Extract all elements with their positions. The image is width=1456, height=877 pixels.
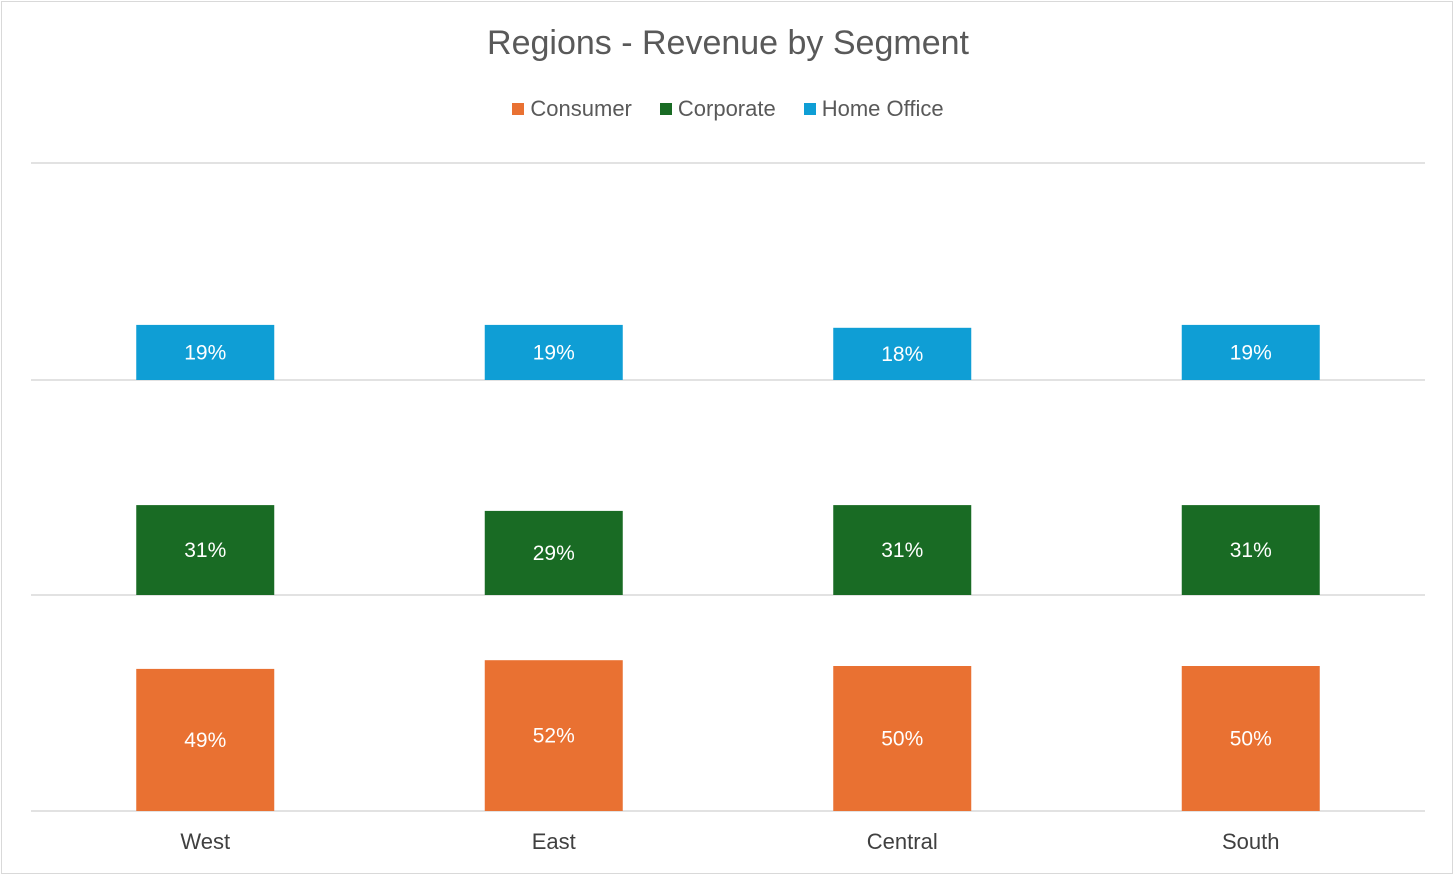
- data-label-home-office-west: 19%: [184, 341, 226, 364]
- bar-home-office-south[interactable]: [1181, 324, 1320, 380]
- legend-swatch-corporate: [659, 103, 672, 115]
- data-label-consumer-south: 50%: [1230, 728, 1272, 751]
- category-label-east: East: [532, 829, 576, 854]
- legend-label-corporate: Corporate: [677, 96, 776, 121]
- bar-consumer-south[interactable]: [1181, 666, 1320, 811]
- legend-label-home-office: Home Office: [821, 96, 944, 121]
- data-label-corporate-central: 31%: [881, 539, 923, 562]
- data-label-home-office-east: 19%: [533, 341, 575, 364]
- chart-legend: Consumer Corporate Home Office: [0, 96, 1456, 122]
- category-label-central: Central: [867, 829, 938, 854]
- bar-home-office-east[interactable]: [484, 324, 623, 380]
- bar-corporate-central[interactable]: [833, 505, 972, 595]
- chart-title: Regions - Revenue by Segment: [487, 24, 969, 62]
- data-label-home-office-south: 19%: [1230, 341, 1272, 364]
- data-label-corporate-west: 31%: [184, 539, 226, 562]
- legend-item-home-office[interactable]: Home Office: [803, 96, 944, 122]
- data-label-home-office-central: 18%: [881, 343, 923, 366]
- legend-item-corporate[interactable]: Corporate: [659, 96, 776, 122]
- category-label-south: South: [1222, 829, 1280, 854]
- data-label-corporate-south: 31%: [1230, 539, 1272, 562]
- legend-swatch-consumer: [512, 103, 525, 115]
- bar-home-office-west[interactable]: [136, 324, 275, 380]
- category-label-west: West: [180, 829, 230, 854]
- legend-label-consumer: Consumer: [530, 96, 632, 121]
- bar-corporate-west[interactable]: [136, 505, 275, 595]
- bar-consumer-west[interactable]: [136, 668, 275, 811]
- bar-corporate-south[interactable]: [1181, 505, 1320, 595]
- legend-item-consumer[interactable]: Consumer: [512, 96, 632, 122]
- data-label-consumer-west: 49%: [184, 729, 226, 752]
- bar-corporate-east[interactable]: [484, 510, 623, 595]
- bar-home-office-central[interactable]: [833, 327, 972, 380]
- data-label-consumer-east: 52%: [533, 725, 575, 748]
- data-label-consumer-central: 50%: [881, 728, 923, 751]
- bar-consumer-east[interactable]: [484, 660, 623, 811]
- bar-consumer-central[interactable]: [833, 666, 972, 811]
- legend-swatch-home-office: [803, 103, 816, 115]
- data-label-corporate-east: 29%: [533, 542, 575, 565]
